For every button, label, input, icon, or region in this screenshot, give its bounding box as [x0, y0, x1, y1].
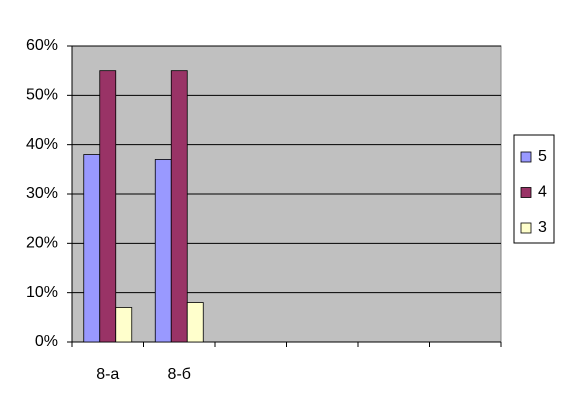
legend-label: 4: [538, 184, 547, 201]
legend-swatch: [520, 151, 532, 163]
y-tick-label: 30%: [26, 185, 58, 202]
legend-label: 5: [538, 148, 547, 165]
y-tick-label: 10%: [26, 284, 58, 301]
x-tick-label: 8-б: [168, 366, 191, 383]
y-tick-label: 50%: [26, 87, 58, 104]
y-tick-label: 20%: [26, 235, 58, 252]
y-tick-label: 60%: [26, 37, 58, 54]
bar: [83, 154, 101, 343]
legend-box: [513, 134, 555, 244]
legend-swatch: [520, 222, 532, 234]
x-tick-label: 8-а: [96, 366, 119, 383]
legend-swatch: [520, 187, 532, 198]
y-tick-label: 0%: [35, 333, 58, 350]
bar: [115, 307, 133, 343]
y-tick-label: 40%: [26, 136, 58, 153]
legend-label: 3: [538, 219, 547, 236]
bar: [170, 70, 188, 343]
bar: [154, 159, 172, 343]
bar: [99, 70, 117, 343]
bar: [186, 302, 204, 343]
